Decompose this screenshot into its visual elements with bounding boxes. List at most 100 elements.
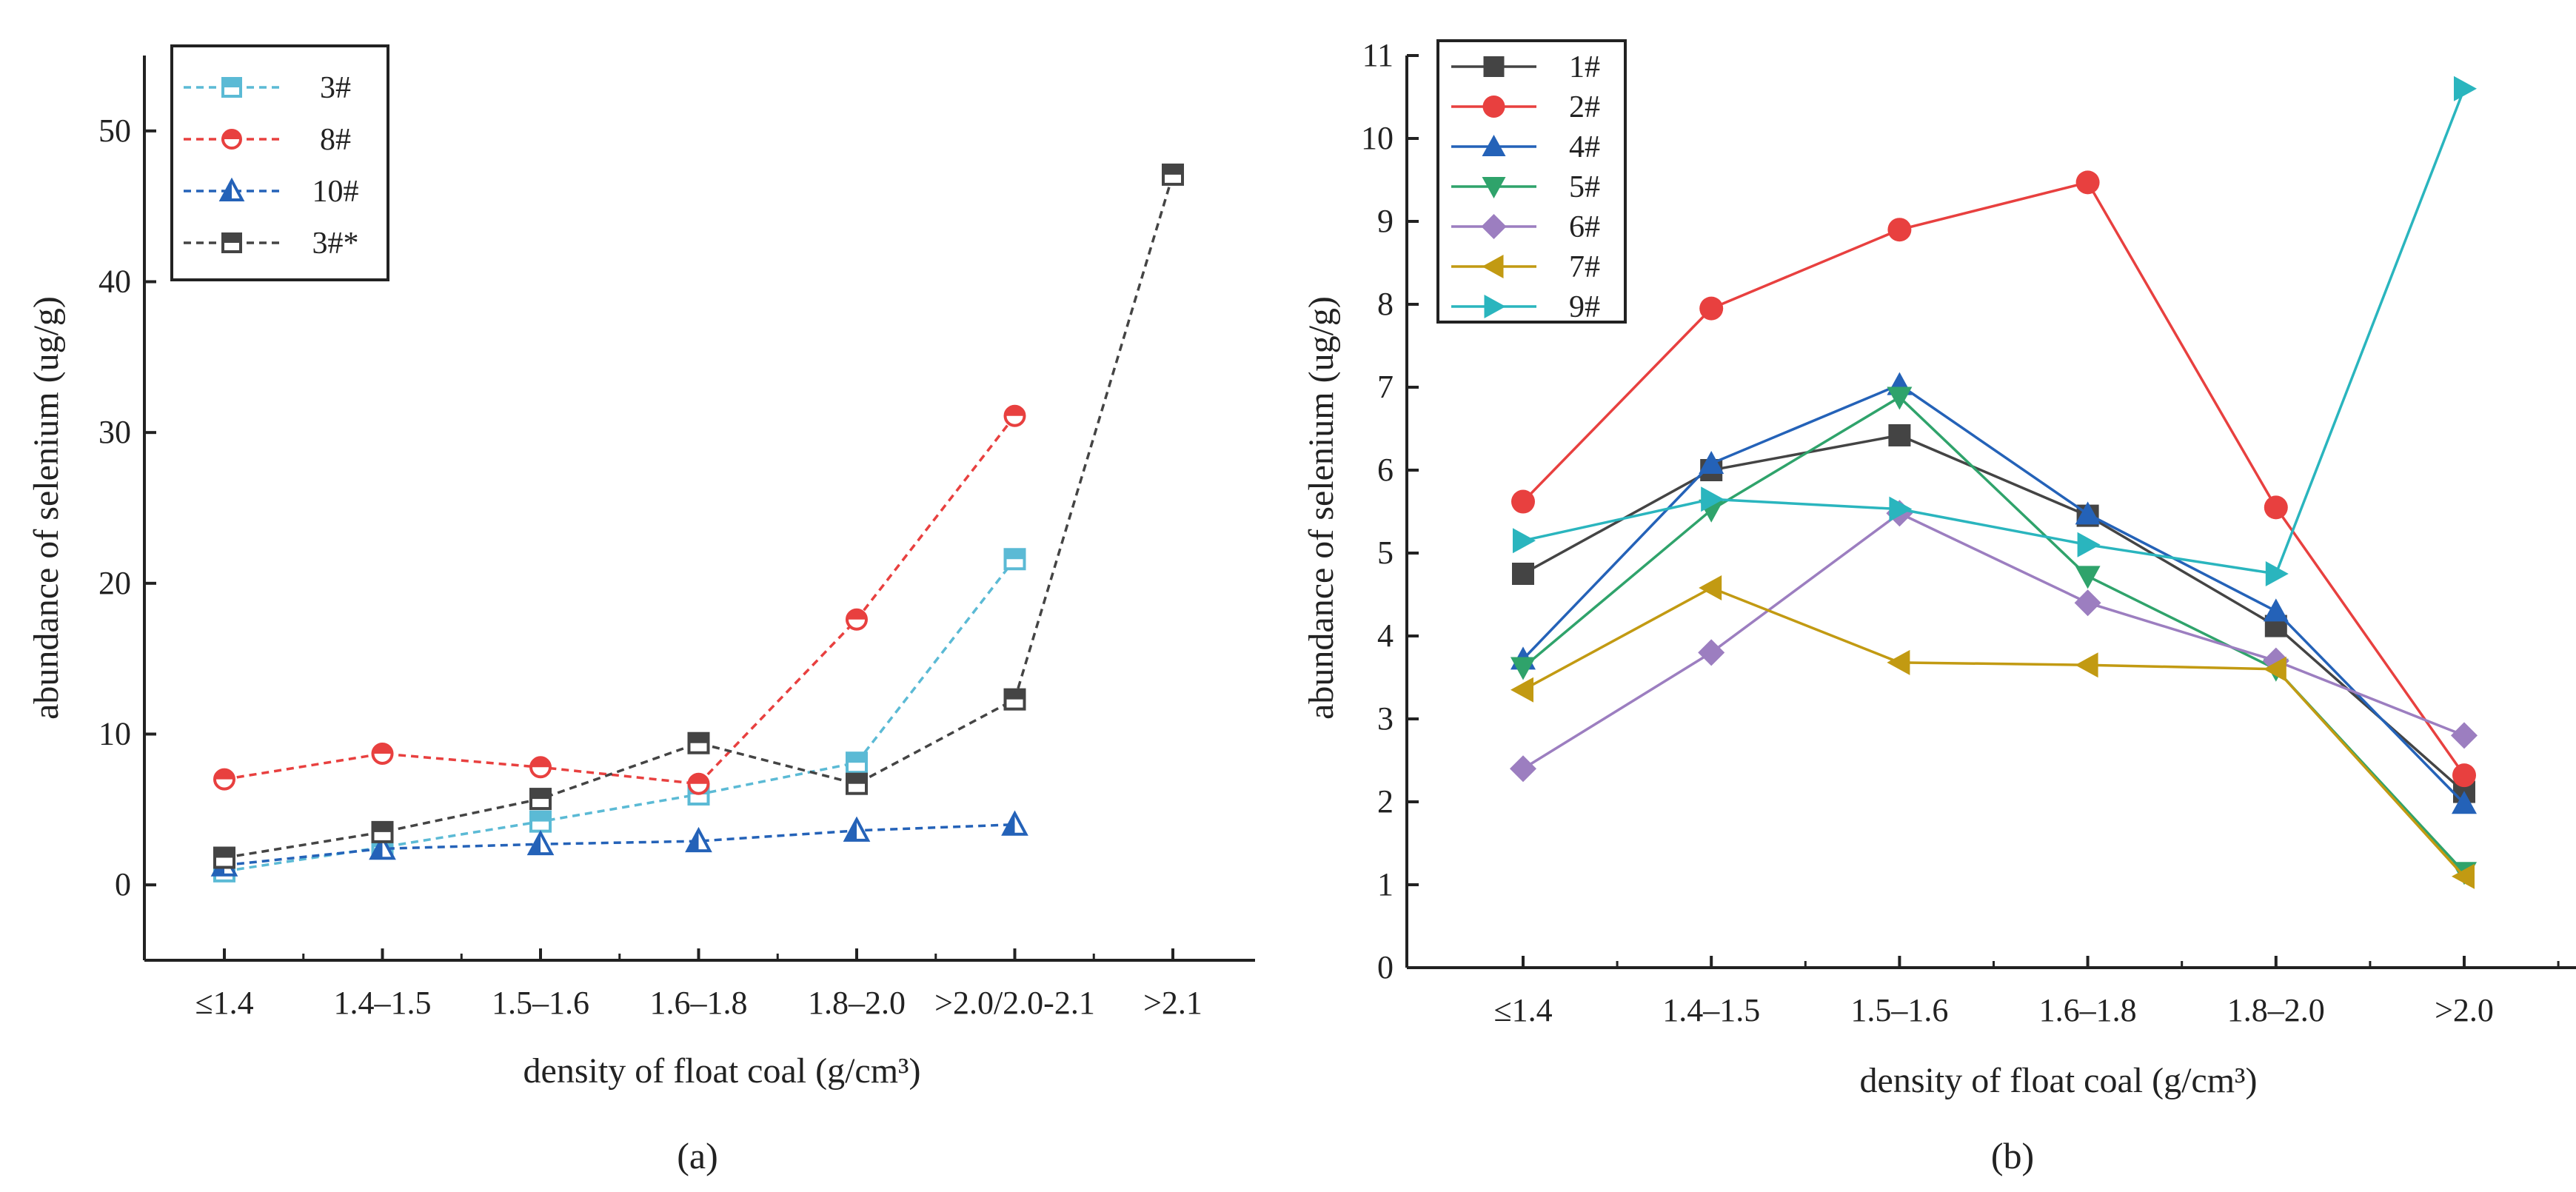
b-series-1 [1512,423,2475,803]
a-legend-label: 3# [320,71,351,105]
b-legend-marker [1482,177,1506,198]
chart-a-panel-label: (a) [677,1135,718,1176]
a-xtick-label: >2.1 [1143,985,1202,1021]
b-series-line [1522,383,2466,805]
b-data-point [2263,598,2289,622]
b-data-point [2263,656,2286,682]
b-data-point [1887,386,1913,410]
b-legend-item: 2# [1451,90,1600,124]
b-data-point [2074,589,2101,617]
b-data-point [2454,76,2477,101]
a-data-point [685,826,712,853]
a-ytick-label: 20 [98,565,131,601]
b-legend-marker [1481,214,1507,239]
b-legend-label: 1# [1569,50,1600,84]
a-xtick-label: 1.4–1.5 [334,985,432,1021]
b-ytick-label: 3 [1377,700,1394,737]
b-data-point [2452,791,2477,814]
a-series-4 [213,163,1184,869]
b-data-point [1889,496,1913,522]
b-series-3 [1511,372,2477,814]
chart-a: 0 10 20 30 40 50 ≤1.4 1.4–1.5 1.5–1.6 1.6–1.8 1.8… [27,44,1255,1176]
b-data-point [2451,722,2478,749]
b-data-point [1510,755,1536,783]
b-data-point [1888,423,1911,446]
a-series-line [224,823,1015,867]
b-data-point [1699,575,1722,601]
a-data-point [213,846,235,869]
b-ytick-label: 6 [1377,452,1394,488]
chart-a-xlabel: density of float coal (g/cm³) [523,1051,921,1091]
b-series-line [1522,434,2466,793]
a-data-point [529,810,552,833]
b-xtick-label: 1.6–1.8 [2039,992,2137,1028]
a-legend-item: 3#* [184,227,359,261]
a-series-2 [213,404,1026,795]
b-series-2 [1511,170,2476,788]
b-data-point [1512,563,1534,585]
b-data-point [2452,763,2476,788]
a-legend-item: 3# [184,71,351,105]
b-legend-marker [1482,96,1505,118]
a-ytick-label: 0 [115,866,131,903]
a-data-point [846,772,868,795]
a-ytick-label: 50 [98,113,131,149]
a-xtick-label: >2.0/2.0-2.1 [934,985,1095,1021]
a-legend-label: 8# [320,123,351,157]
b-data-point [1511,489,1535,514]
b-ytick-label: 8 [1377,286,1394,322]
b-data-point [2075,652,2098,678]
a-xtick-label: 1.5–1.6 [492,985,589,1021]
b-ytick-label: 1 [1377,866,1394,903]
b-legend-label: 7# [1569,250,1600,284]
b-data-point [1699,296,1724,321]
a-ytick-label: 40 [98,264,131,300]
b-data-point [2452,863,2475,889]
b-data-point [1511,677,1533,703]
a-series-3 [210,810,1028,877]
a-data-point [1001,810,1028,836]
a-xtick-label: 1.8–2.0 [808,985,906,1021]
a-data-point [369,834,396,860]
a-legend-item: 8# [184,123,351,157]
b-series-4 [1511,386,2477,885]
b-legend-item: 1# [1451,50,1600,84]
b-xtick-label: 1.8–2.0 [2227,992,2325,1028]
b-data-point [1698,639,1725,666]
b-ytick-label: 9 [1377,203,1394,239]
b-ytick-label: 2 [1377,783,1394,820]
a-data-point [687,772,710,795]
b-series-6 [1511,575,2475,889]
b-series-line [1522,586,2466,877]
chart-a-ylabel: abundance of selenium (ug/g) [27,296,66,720]
b-legend-marker [1484,295,1506,318]
b-data-point [1701,486,1724,512]
a-xtick-label: 1.6–1.8 [650,985,748,1021]
b-legend-marker [1483,56,1505,77]
b-xtick-label: 1.4–1.5 [1662,992,1760,1028]
a-legend-label: 3#* [312,227,359,261]
b-ytick-label: 0 [1377,949,1394,985]
b-series-line [1522,395,2466,874]
a-legend-marker [221,77,242,98]
b-data-point [2264,495,2288,520]
b-ytick-label: 11 [1362,37,1394,73]
b-ytick-label: 10 [1361,120,1394,156]
b-ytick-label: 4 [1377,617,1394,654]
a-legend-label: 10# [312,175,359,209]
a-legend-item: 10# [184,175,359,209]
b-data-point [1513,528,1536,554]
b-xtick-label: 1.5–1.6 [1850,992,1948,1028]
a-data-point [529,788,552,811]
a-data-point [1003,688,1026,711]
a-data-point [687,731,710,754]
a-data-point [1003,548,1026,571]
b-data-point [2075,501,2101,525]
a-data-point [529,756,552,779]
b-legend-label: 6# [1569,210,1600,244]
b-series-line [1522,512,2465,770]
b-legend-item: 5# [1451,170,1600,204]
a-series-1 [213,548,1026,883]
b-legend-label: 9# [1569,290,1600,324]
